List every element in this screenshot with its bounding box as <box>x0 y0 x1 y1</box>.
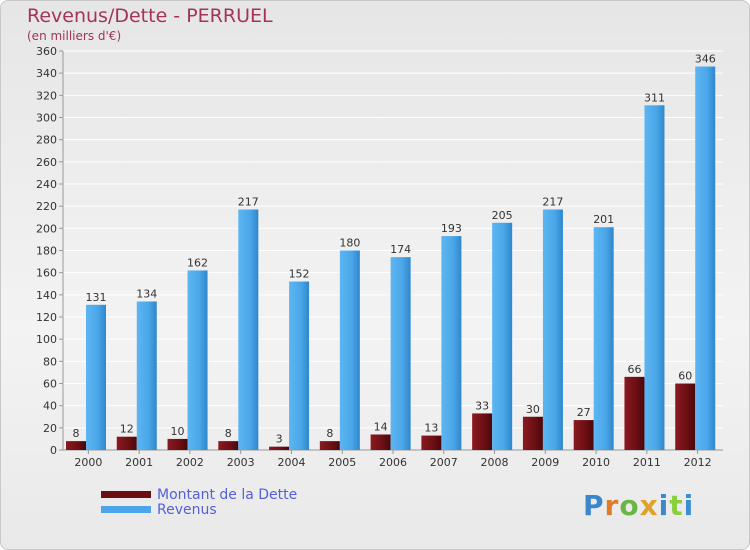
data-label-dette-2002: 10 <box>171 425 185 438</box>
bar-dette-2008 <box>472 413 493 450</box>
bar-revenus-2007 <box>441 236 462 450</box>
bar-revenus-2000 <box>86 304 106 450</box>
data-label-dette-2003: 8 <box>225 427 232 440</box>
bar-dette-2007 <box>421 435 442 450</box>
y-tick-label: 100 <box>36 333 57 346</box>
legend-label-dette: Montant de la Dette <box>157 486 298 503</box>
bar-revenus-2010 <box>593 227 614 450</box>
y-tick-label: 40 <box>43 400 57 413</box>
data-label-dette-2006: 14 <box>374 420 388 433</box>
x-tick-label-2004: 2004 <box>277 456 305 469</box>
y-tick-label: 340 <box>36 67 57 80</box>
x-tick-label-2007: 2007 <box>430 456 458 469</box>
bar-revenus-2003 <box>238 209 259 450</box>
y-tick-label: 360 <box>36 45 57 58</box>
x-tick-label-2006: 2006 <box>379 456 407 469</box>
legend-label-revenus: Revenus <box>157 501 217 518</box>
legend-item-revenus: Revenus <box>101 501 297 518</box>
data-label-dette-2008: 33 <box>475 399 489 412</box>
bar-revenus-2004 <box>289 281 310 450</box>
y-tick-label: 60 <box>43 378 57 391</box>
x-tick-label-2009: 2009 <box>531 456 559 469</box>
data-label-dette-2012: 60 <box>678 370 692 383</box>
x-tick-label-2010: 2010 <box>582 456 610 469</box>
data-label-dette-2010: 27 <box>577 406 591 419</box>
y-tick-label: 300 <box>36 112 57 125</box>
x-tick-label-2012: 2012 <box>684 456 712 469</box>
x-tick-label-2011: 2011 <box>633 456 661 469</box>
bar-dette-2006 <box>370 434 391 450</box>
data-label-revenus-2003: 217 <box>238 195 259 208</box>
y-tick-label: 260 <box>36 156 57 169</box>
legend-item-dette: Montant de la Dette <box>101 486 298 503</box>
data-label-revenus-2002: 162 <box>187 256 208 269</box>
bar-dette-2003 <box>218 441 239 450</box>
bar-revenus-2002 <box>187 270 208 450</box>
x-tick-label-2003: 2003 <box>227 456 255 469</box>
data-label-dette-2009: 30 <box>526 403 540 416</box>
y-tick-label: 0 <box>50 444 57 457</box>
y-tick-label: 20 <box>43 422 57 435</box>
x-tick-label-2005: 2005 <box>328 456 356 469</box>
chart-title: Revenus/Dette - PERRUEL <box>27 5 273 27</box>
y-tick-label: 180 <box>36 245 57 258</box>
data-label-revenus-2010: 201 <box>593 213 614 226</box>
bar-dette-2002 <box>167 438 188 450</box>
bar-dette-2004 <box>269 446 290 450</box>
data-label-revenus-2005: 180 <box>339 237 360 250</box>
bar-revenus-2005 <box>339 250 360 450</box>
legend: Montant de la Dette Revenus <box>101 486 298 518</box>
bar-revenus-2011 <box>644 105 665 450</box>
y-tick-label: 220 <box>36 200 57 213</box>
data-label-revenus-2006: 174 <box>390 243 411 256</box>
y-tick-label: 200 <box>36 222 57 235</box>
data-label-revenus-2004: 152 <box>289 268 310 281</box>
data-label-revenus-2009: 217 <box>542 195 563 208</box>
x-tick-label-2001: 2001 <box>125 456 153 469</box>
data-label-revenus-2008: 205 <box>492 209 513 222</box>
legend-swatch-revenus <box>101 506 151 513</box>
x-tick-label-2002: 2002 <box>176 456 204 469</box>
y-tick-label: 80 <box>43 355 57 368</box>
x-tick-label-2008: 2008 <box>481 456 509 469</box>
data-label-dette-2001: 12 <box>120 423 134 436</box>
bar-revenus-2009 <box>542 209 563 450</box>
data-label-dette-2000: 8 <box>73 427 80 440</box>
bar-dette-2001 <box>116 436 137 450</box>
data-label-revenus-2012: 346 <box>695 53 716 66</box>
bar-dette-2012 <box>675 383 696 450</box>
y-tick-label: 160 <box>36 267 57 280</box>
y-tick-label: 240 <box>36 178 57 191</box>
bar-dette-2010 <box>573 420 594 450</box>
bar-dette-2011 <box>624 376 645 450</box>
bar-dette-2000 <box>66 441 86 450</box>
data-label-revenus-2001: 134 <box>136 287 157 300</box>
chart-subtitle: (en milliers d'€) <box>27 29 122 43</box>
x-tick-label-2000: 2000 <box>74 456 102 469</box>
data-label-dette-2005: 8 <box>326 427 333 440</box>
bar-dette-2005 <box>319 441 340 450</box>
y-tick-label: 280 <box>36 134 57 147</box>
y-tick-label: 320 <box>36 89 57 102</box>
data-label-dette-2011: 66 <box>627 363 641 376</box>
y-tick-label: 120 <box>36 311 57 324</box>
bar-revenus-2006 <box>390 257 411 450</box>
bar-revenus-2008 <box>492 222 513 450</box>
data-label-dette-2007: 13 <box>424 422 438 435</box>
bar-revenus-2012 <box>695 66 716 451</box>
data-label-revenus-2011: 311 <box>644 91 665 104</box>
data-label-dette-2004: 3 <box>276 433 283 446</box>
data-label-revenus-2000: 131 <box>86 291 107 304</box>
y-tick-label: 140 <box>36 289 57 302</box>
proxiti-logo: Proxiti <box>583 489 695 522</box>
data-label-revenus-2007: 193 <box>441 222 462 235</box>
bar-dette-2009 <box>522 416 543 450</box>
bar-revenus-2001 <box>136 301 157 450</box>
legend-swatch-dette <box>101 491 151 498</box>
